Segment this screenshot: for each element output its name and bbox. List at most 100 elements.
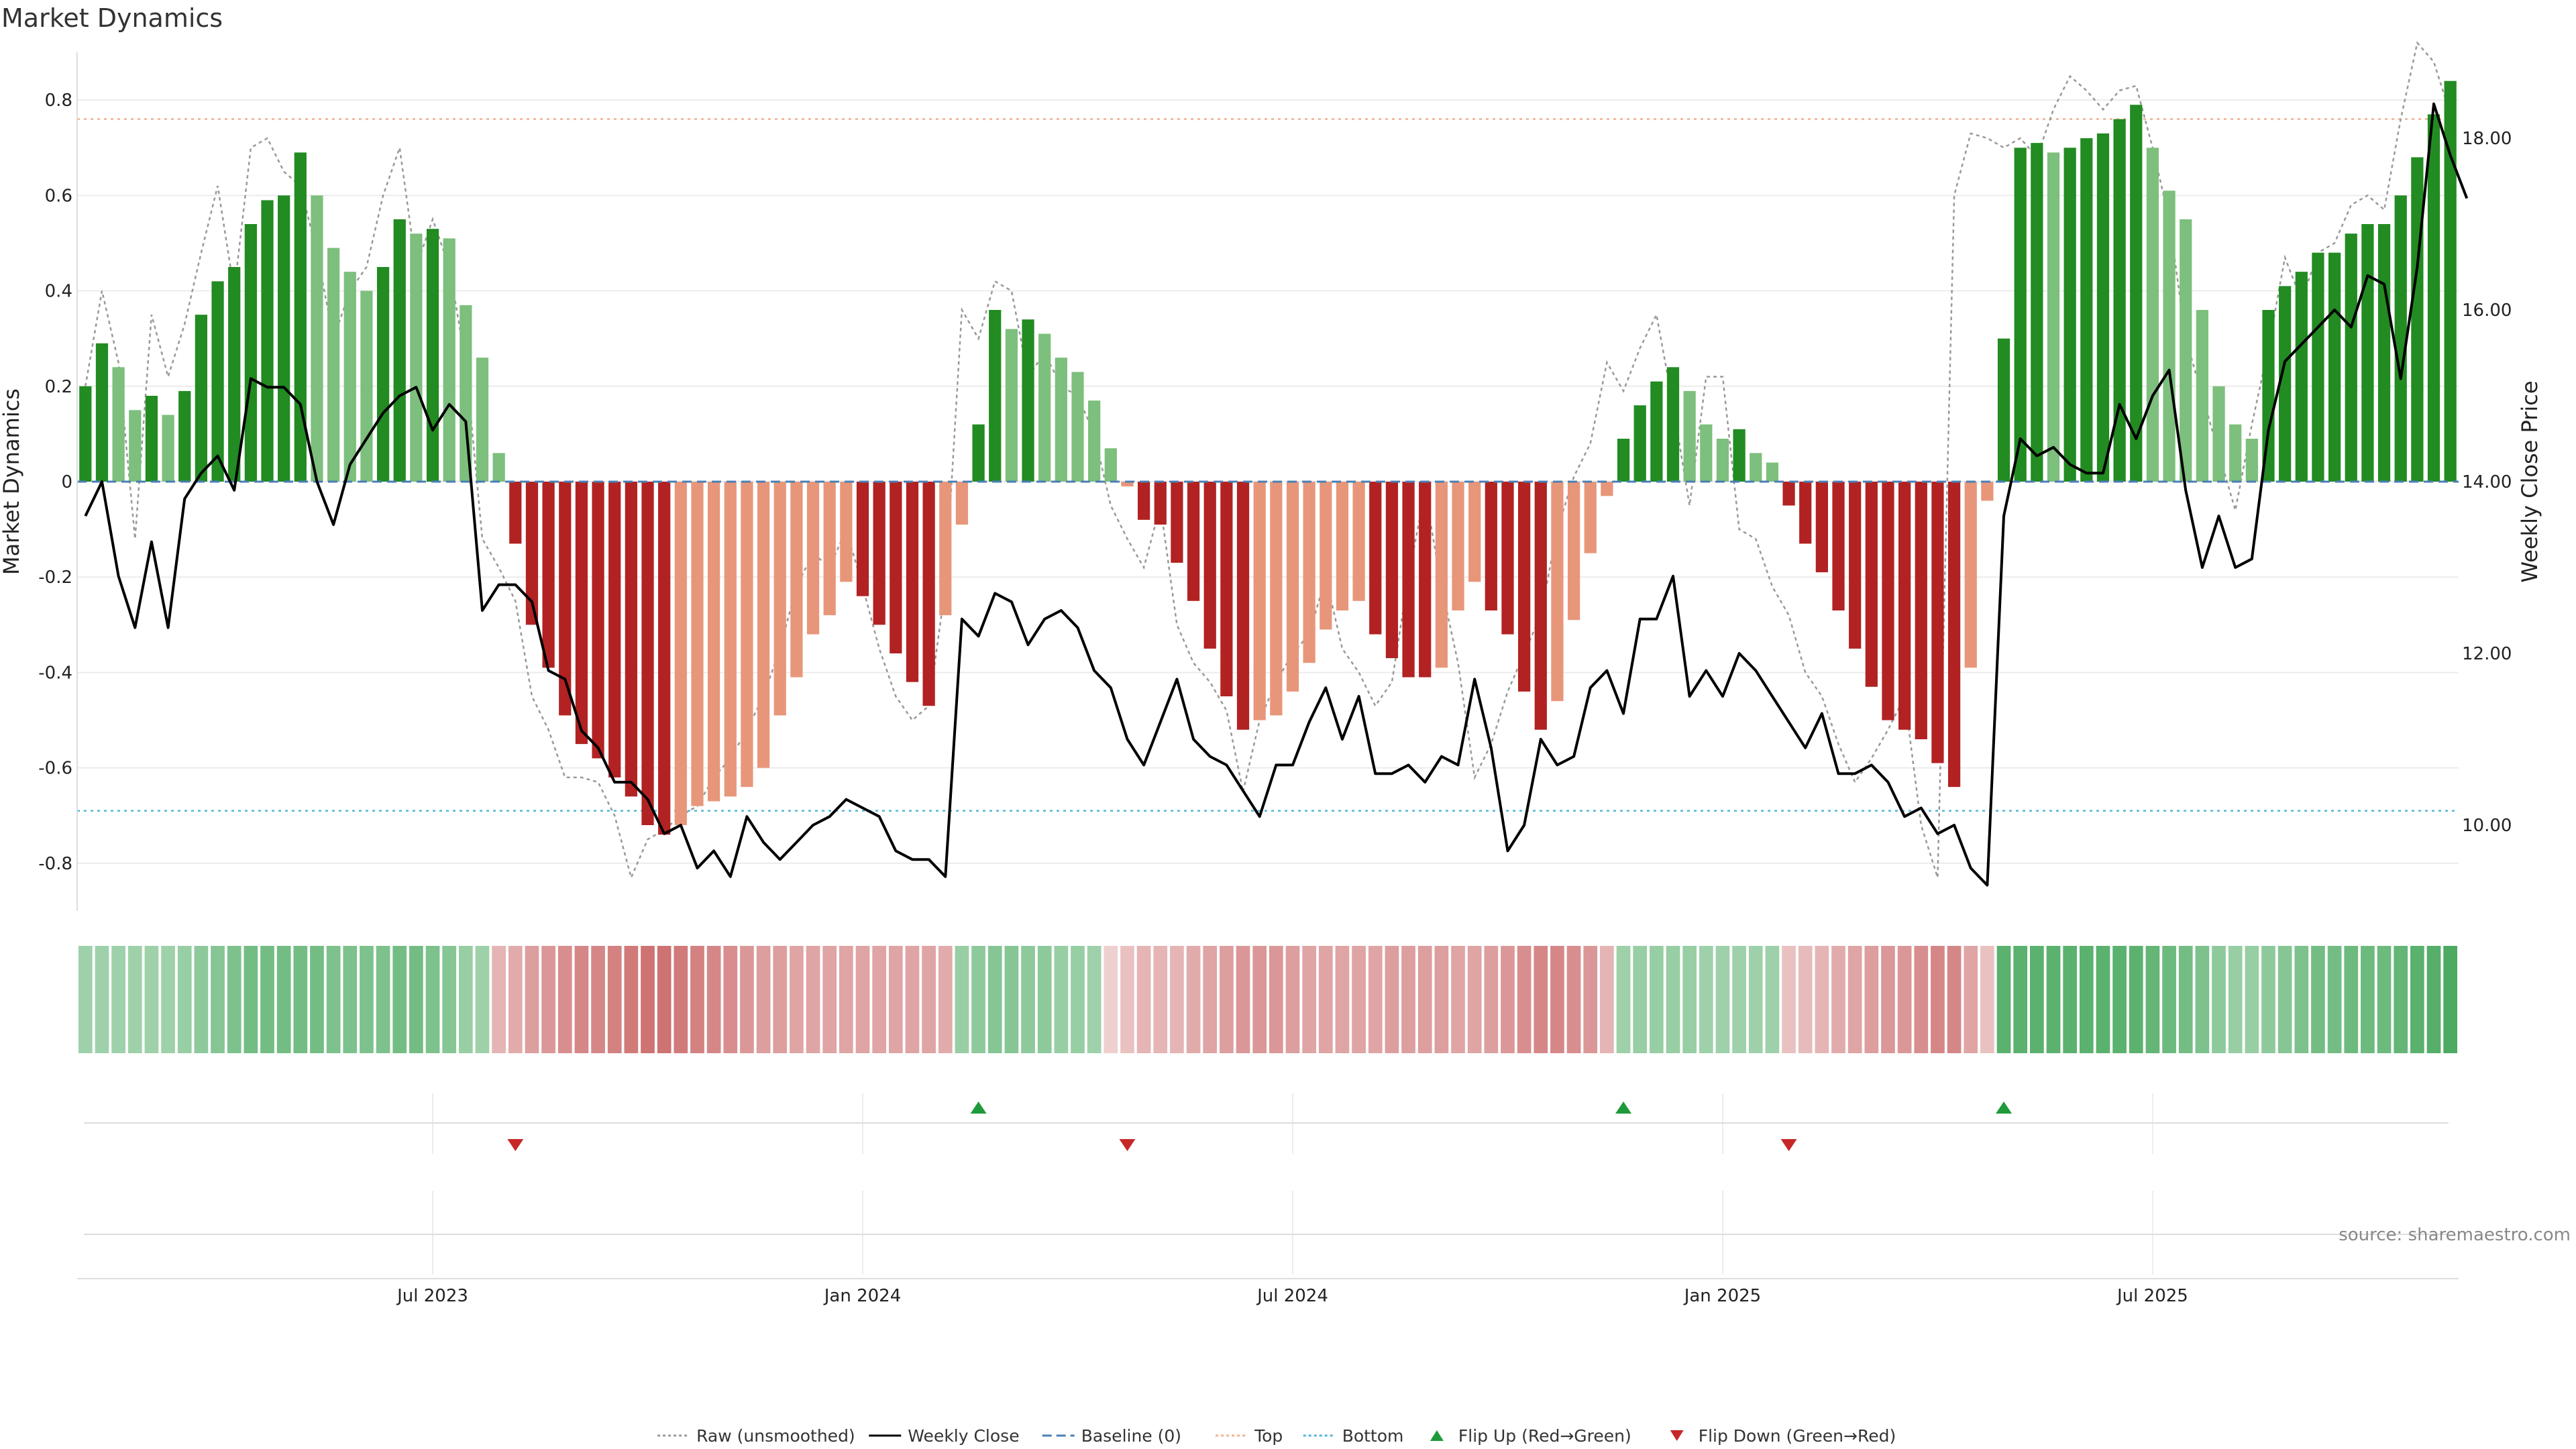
x-tick-label: Jul 2024 [1256, 1286, 1328, 1306]
regime-strip-cell [756, 946, 771, 1053]
legend-item: Weekly Close [869, 1426, 1020, 1446]
dynamics-bar [1832, 482, 1845, 610]
regime-strip-cell [127, 946, 142, 1053]
regime-strip-cell [905, 946, 920, 1053]
dynamics-bar [1931, 482, 1944, 763]
dynamics-bar [790, 482, 803, 678]
dynamics-bar [162, 415, 174, 482]
dynamics-bar [2180, 219, 2192, 482]
dynamics-bar [641, 482, 654, 825]
regime-strip-cell [657, 946, 672, 1053]
regime-strip-cell [1269, 946, 1283, 1053]
dynamics-bar [2361, 224, 2374, 482]
dynamics-bar [1964, 482, 1977, 668]
dynamics-bar [261, 200, 274, 482]
regime-strip-cell [1153, 946, 1168, 1053]
regime-strip-cell [591, 946, 605, 1053]
dynamics-bar [1203, 482, 1216, 649]
regime-strip-cell [1566, 946, 1581, 1053]
dynamics-bar [79, 386, 92, 482]
regime-strip-cell [442, 946, 457, 1053]
regime-strip-cell [1914, 946, 1929, 1053]
flip-down-marker [1119, 1139, 1136, 1151]
y-tick-label-left: -0.4 [38, 663, 72, 683]
regime-strip-cell [2410, 946, 2424, 1053]
dynamics-bar [592, 482, 604, 759]
regime-strip-cell [1120, 946, 1134, 1053]
dynamics-bar [2377, 224, 2391, 482]
dynamics-bar [1815, 482, 1828, 573]
regime-strip-cell [2129, 946, 2143, 1053]
dynamics-bar [2130, 105, 2143, 482]
regime-strip-cell [1318, 946, 1333, 1053]
regime-strip-cell [1401, 946, 1415, 1053]
regime-strip-cell [938, 946, 953, 1053]
regime-strip-cell [2361, 946, 2375, 1053]
dynamics-bar [873, 482, 885, 625]
dynamics-bar [2411, 157, 2424, 482]
regime-strip-cell [1451, 946, 1465, 1053]
dynamics-bar [1601, 482, 1613, 496]
regime-strip-cell [276, 946, 291, 1053]
regime-strip-cell [211, 946, 225, 1053]
dynamics-bar [1617, 439, 1630, 482]
dynamics-bar [840, 482, 853, 582]
dynamics-bar [2262, 310, 2275, 482]
regime-strip-cell [310, 946, 324, 1053]
regime-strip-cell [1682, 946, 1697, 1053]
x-tick-label: Jul 2023 [396, 1286, 468, 1306]
dynamics-bar [244, 224, 257, 482]
dynamics-bar [1071, 372, 1084, 482]
dynamics-bar [2080, 138, 2093, 482]
regime-strip-cell [177, 946, 192, 1053]
dynamics-bar [2444, 80, 2457, 482]
dynamics-bar [211, 281, 224, 482]
dynamics-bar [1865, 482, 1878, 687]
flip-up-marker [1615, 1102, 1632, 1114]
regime-strip-cell [1302, 946, 1316, 1053]
dynamics-bar [1286, 482, 1299, 692]
regime-strip-cell [360, 946, 374, 1053]
dynamics-bar [542, 482, 555, 668]
regime-strip-cell [2112, 946, 2127, 1053]
y-axis-label-left: Market Dynamics [0, 388, 24, 575]
dynamics-bar [674, 482, 687, 825]
regime-strip-cell [343, 946, 358, 1053]
regime-strip-cell [78, 946, 93, 1053]
dynamics-bar [906, 482, 919, 682]
dynamics-bar [1352, 482, 1365, 601]
dynamics-bar [1022, 319, 1034, 482]
regime-strip-cell [2443, 946, 2458, 1053]
dynamics-bar [2345, 233, 2357, 482]
legend-label: Flip Down (Green→Red) [1699, 1426, 1896, 1446]
dynamics-bar [2096, 133, 2110, 482]
y-tick-label-left: 0.8 [45, 91, 72, 111]
y-tick-label-left: -0.8 [38, 854, 72, 874]
regime-strip-cell [2394, 946, 2408, 1053]
regime-strip-cell [740, 946, 754, 1053]
dynamics-bar [741, 482, 753, 788]
regime-strip-cell [706, 946, 721, 1053]
regime-strip-cell [1815, 946, 1829, 1053]
dynamics-bar [228, 267, 241, 482]
regime-strip-cell [1170, 946, 1184, 1053]
regime-strip-cell [1368, 946, 1383, 1053]
regime-strip-cell [1352, 946, 1366, 1053]
dynamics-bar [1452, 482, 1464, 610]
regime-strip-cell [541, 946, 555, 1053]
dynamics-bar [2245, 439, 2258, 482]
dynamics-bar [1799, 482, 1812, 544]
dynamics-bar [1402, 482, 1415, 678]
y-tick-label-left: 0 [61, 472, 72, 492]
dynamics-bar [1683, 390, 1696, 482]
dynamics-bar [1567, 482, 1580, 621]
regime-strip-cell [1964, 946, 1978, 1053]
regime-strip-cell [194, 946, 209, 1053]
regime-strip-cell [161, 946, 175, 1053]
regime-strip-cell [2245, 946, 2259, 1053]
regime-strip-cell [1484, 946, 1499, 1053]
regime-strip-cell [1517, 946, 1532, 1053]
regime-strip-cell [1996, 946, 2011, 1053]
regime-strip-cell [987, 946, 1002, 1053]
regime-strip-cell [2311, 946, 2325, 1053]
